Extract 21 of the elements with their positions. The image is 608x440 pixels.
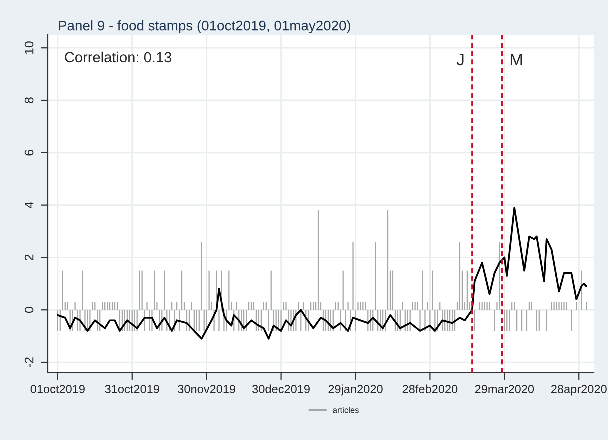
- y-tick-label: -2: [24, 358, 34, 368]
- ref-line-label: J: [456, 54, 464, 66]
- x-tick-label: 29jan2020: [328, 384, 383, 396]
- y-tick-label: 0: [24, 307, 34, 314]
- x-tick-label: 28apr2020: [551, 385, 607, 396]
- x-tick-label: 01oct2019: [30, 385, 85, 394]
- legend-label: articles: [333, 407, 359, 414]
- ref-line-label: M: [510, 54, 522, 66]
- x-tick-label: 31oct2019: [105, 385, 160, 394]
- y-tick-label: 4: [25, 202, 34, 208]
- x-tick-label: 30nov2019: [178, 385, 236, 394]
- annotation: Correlation: 0.13: [65, 52, 172, 63]
- y-tick-label: 6: [24, 150, 34, 156]
- y-tick-label: 8: [24, 98, 34, 104]
- x-tick-label: 30dec2019: [252, 384, 310, 394]
- y-tick-label: 10: [24, 42, 34, 54]
- y-tick-label: 2: [24, 254, 34, 261]
- x-tick-label: 28feb2020: [402, 384, 458, 394]
- line-series: [57, 207, 588, 340]
- chart-title: Panel 9 - food stamps (01oct2019, 01may2020): [59, 20, 351, 34]
- x-tick-label: 29mar2020: [475, 385, 534, 394]
